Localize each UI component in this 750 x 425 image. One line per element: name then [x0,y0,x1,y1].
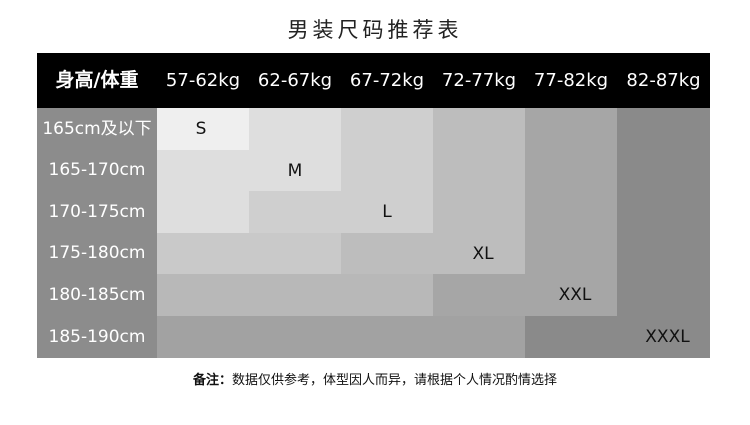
size-cell [617,108,710,150]
size-cell [525,191,617,233]
weight-header: 82-87kg [626,70,701,91]
weight-header: 72-77kg [441,70,517,91]
size-cell [617,150,710,191]
size-cell [157,316,249,358]
height-label: 180-185cm [48,285,146,305]
weight-header: 77-82kg [533,70,609,91]
weight-header: 67-72kg [349,70,425,91]
size-cell [341,191,433,233]
size-cell [433,150,525,191]
size-cell [249,150,341,191]
size-cell [157,150,249,191]
size-label: XL [472,243,494,264]
header-corner: 身高/体重 [55,69,139,91]
height-label: 185-190cm [48,327,146,347]
size-cell [249,274,341,316]
size-cell [617,316,710,358]
size-cell [433,316,525,358]
height-column: 165cm及以下 165-170cm 170-175cm 175-180cm 180-1… [37,108,157,358]
header-row: 身高/体重 57-62kg 62-67kg 67-72kg 72-77kg 77-82k… [37,53,710,108]
size-cell [341,316,433,358]
size-cell [433,191,525,233]
height-label: 175-180cm [48,243,146,263]
size-cell [341,233,433,274]
size-cell [249,191,341,233]
weight-header: 62-67kg [257,70,333,91]
size-label: XXL [558,285,592,305]
size-cell [341,274,433,316]
size-label: S [195,119,207,139]
size-cell [433,108,525,150]
size-cell [525,274,617,316]
note-label: 备注： [192,373,232,388]
size-cell [157,191,249,233]
size-label: M [287,160,303,181]
height-label: 165-170cm [48,160,146,180]
size-cell [433,274,525,316]
note-text: 数据仅供参考，体型因人而异，请根据个人情况酌情选择 [232,373,558,388]
size-label: L [382,202,392,222]
size-cell [341,108,433,150]
size-cell [617,274,710,316]
note: 备注：数据仅供参考，体型因人而异，请根据个人情况酌情选择 [0,369,750,388]
size-cell [157,108,249,150]
height-label: 170-175cm [48,202,146,222]
size-cell [525,233,617,274]
size-cell [157,274,249,316]
size-cell [525,150,617,191]
size-cell [525,316,617,358]
size-cell [249,316,341,358]
size-cell [525,108,617,150]
size-cell [341,150,433,191]
size-cell [249,233,341,274]
chart-title: 男装尺码推荐表 [287,18,463,42]
size-cell [433,233,525,274]
height-label: 165cm及以下 [42,119,152,139]
size-cell [617,233,710,274]
size-label: XXXL [645,327,690,347]
size-cell [249,108,341,150]
weight-header: 57-62kg [165,70,241,91]
size-cell [157,233,249,274]
size-cell [617,191,710,233]
